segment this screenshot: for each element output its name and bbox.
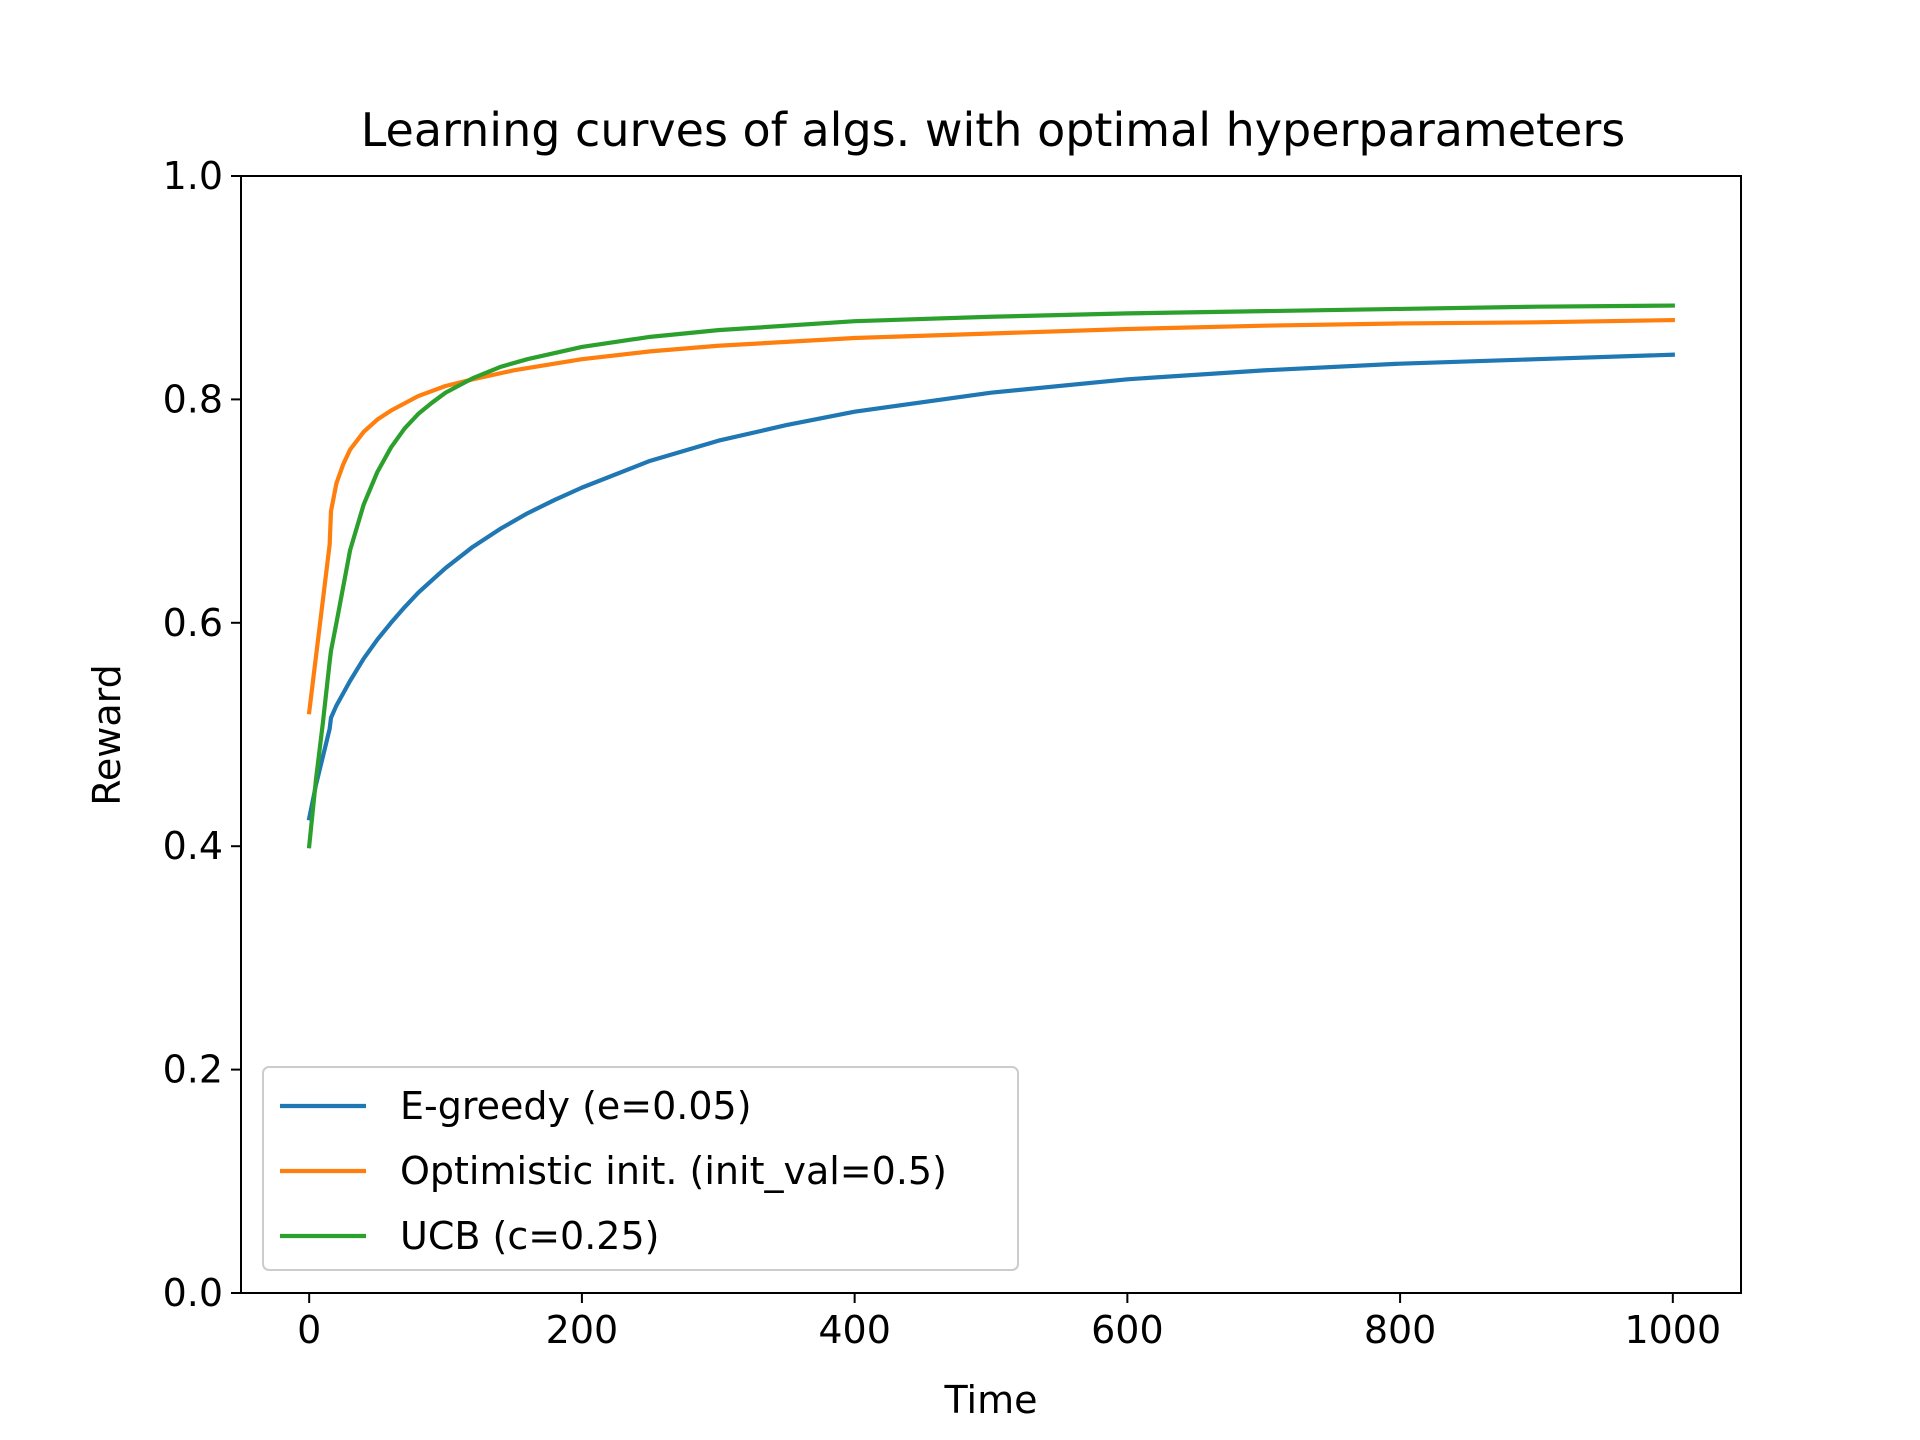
series-line-1 [306,352,1675,821]
x-tick-label: 600 [1091,1308,1164,1352]
series-layer [306,303,1675,849]
plot-frame [240,175,1742,1294]
y-tick-label: 1.0 [163,154,223,198]
y-tick-label: 0.2 [163,1048,223,1092]
y-tick-label: 0.8 [163,377,223,421]
x-tick-label: 800 [1364,1308,1437,1352]
x-tick-label: 1000 [1624,1308,1721,1352]
y-tick-label: 0.0 [163,1271,223,1315]
legend-entries: E-greedy (e=0.05) Optimistic init. (init_… [280,1084,947,1258]
chart-title: Learning curves of algs. with optimal hy… [361,103,1626,157]
x-axis-ticks: 0 200 400 600 800 1000 [297,1293,1721,1352]
legend-label-1: E-greedy (e=0.05) [400,1084,752,1128]
y-tick-label: 0.6 [163,601,223,645]
x-tick-label: 0 [297,1308,321,1352]
legend: E-greedy (e=0.05) Optimistic init. (init_… [262,1066,1019,1271]
series-line-3 [306,303,1675,849]
x-axis-label: Time [944,1378,1038,1422]
series-line-2 [306,317,1675,715]
legend-label-3: UCB (c=0.25) [400,1214,660,1258]
legend-label-2: Optimistic init. (init_val=0.5) [400,1149,947,1193]
legend-box [262,1066,1019,1271]
x-tick-label: 200 [546,1308,619,1352]
y-axis-ticks: 0.0 0.2 0.4 0.6 0.8 1.0 [163,154,241,1315]
y-tick-label: 0.4 [163,824,223,868]
x-tick-label: 400 [818,1308,891,1352]
y-axis-label: Reward [85,664,129,806]
